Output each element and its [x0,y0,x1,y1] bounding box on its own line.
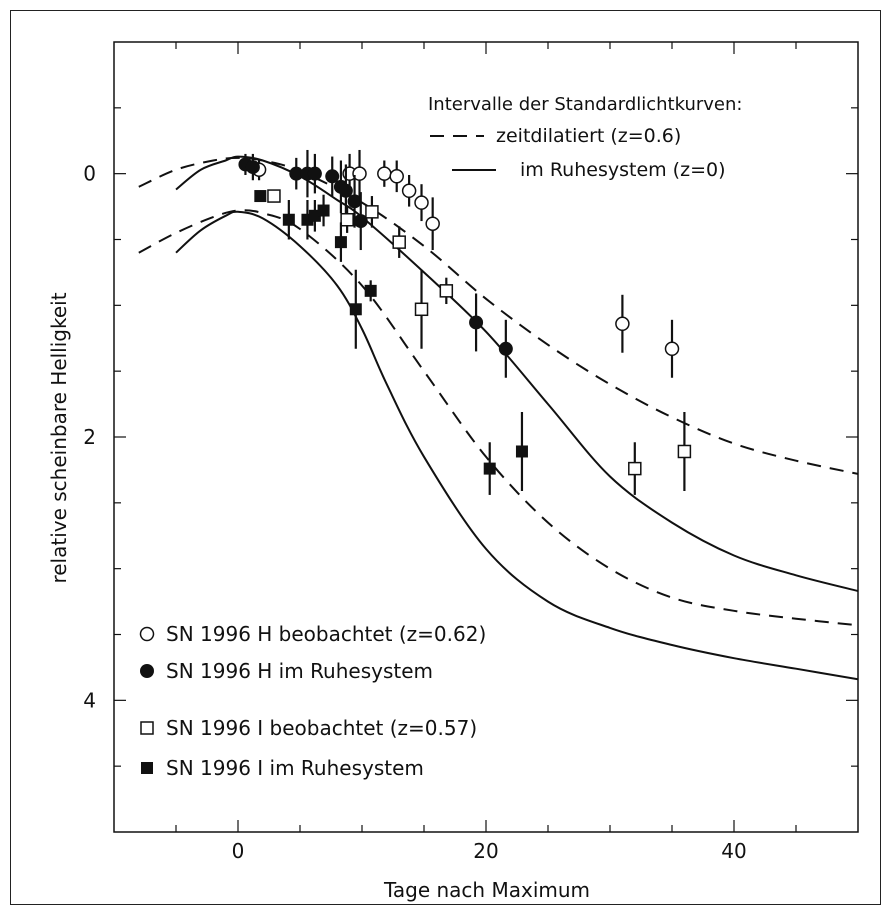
data-point-open-circle [377,166,392,181]
dashed-curve-upper [138,156,858,475]
data-point-open-square [414,302,429,317]
x-axis-label: Tage nach Maximum [383,878,590,902]
data-point-filled-square [317,204,330,217]
curve-legend-dashed-label: zeitdilatiert (z=0.6) [496,125,681,147]
data-point-filled-square [282,213,295,226]
legend-filled-circle-icon [140,664,154,678]
legend-open-circle-icon [139,626,155,642]
curve-legend-solid-label: im Ruhesystem (z=0) [520,159,725,181]
curve-legend-title: Intervalle der Standardlichtkurven: [428,94,742,115]
solid-curve-lower [175,210,858,681]
y-tick-label: 2 [83,425,96,449]
data-point-filled-circle [353,214,368,229]
data-point-filled-circle [307,166,322,181]
tick-labels: 0 20 40 0 2 4 [83,162,746,863]
data-points [238,149,692,495]
standard-curves [138,155,858,681]
data-point-open-square [267,189,281,203]
legend-filled-square-icon [141,762,153,774]
marker-legend: SN 1996 H beobachtet (z=0.62) SN 1996 H … [139,622,486,780]
data-point-filled-circle [325,169,340,184]
data-point-filled-circle [469,315,484,330]
dashed-curve-lower [138,209,858,627]
figure-frame [10,10,881,905]
data-point-open-square [628,461,642,476]
data-point-open-circle [425,216,440,231]
y-tick-label: 0 [83,162,96,186]
data-point-open-circle [389,169,404,184]
legend-sn1996i-rest-label: SN 1996 I im Ruhesystem [166,756,424,780]
x-tick-label: 20 [473,839,498,863]
data-point-open-square [340,213,354,227]
x-tick-label: 0 [232,839,245,863]
data-point-open-square [392,235,406,249]
legend-sn1996i-observed-label: SN 1996 I beobachtet (z=0.57) [166,716,477,740]
data-point-open-square [365,205,379,219]
data-point-filled-circle [245,160,260,175]
data-point-open-circle [664,341,680,357]
legend-open-square-icon [140,721,154,735]
data-point-filled-square [334,236,347,249]
data-point-open-circle [615,316,630,332]
data-point-open-circle [414,195,429,210]
y-tick-label: 4 [83,688,96,712]
solid-curve-upper [175,155,858,592]
data-point-filled-square [349,303,362,316]
data-point-filled-circle [289,166,304,181]
y-axis-label: relative scheinbare Helligkeit [47,292,71,583]
x-tick-label: 40 [721,839,746,863]
data-point-open-square [439,284,454,298]
legend-sn1996h-observed-label: SN 1996 H beobachtet (z=0.62) [166,622,486,646]
data-point-open-circle [401,183,417,199]
data-point-filled-square [254,190,267,203]
axis-ticks [114,42,858,832]
data-point-open-circle [352,166,367,181]
curve-legend: Intervalle der Standardlichtkurven: zeit… [428,94,742,181]
data-point-filled-circle [347,194,362,209]
data-point-filled-square [364,284,377,297]
data-point-filled-square [483,462,496,475]
legend-sn1996h-rest-label: SN 1996 H im Ruhesystem [166,659,433,683]
data-point-open-square [677,444,692,459]
data-point-filled-circle [498,341,513,356]
data-point-filled-square [515,445,528,458]
data-point-filled-circle [338,183,353,198]
